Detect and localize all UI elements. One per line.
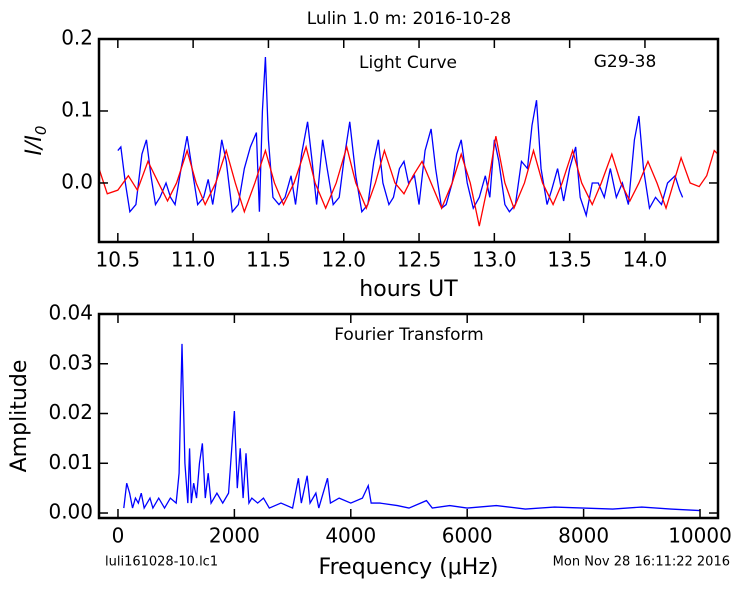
y-tick-label: 0.0 <box>61 169 93 193</box>
data-line <box>117 56 684 218</box>
annotation: G29-38 <box>594 52 657 72</box>
axes-frame <box>97 312 720 520</box>
y-tick-label: 0.02 <box>48 400 93 424</box>
y-tick-label: 0.2 <box>61 26 93 50</box>
x-tick-label: 6000 <box>442 524 493 548</box>
annotation: Fourier Transform <box>334 325 483 345</box>
y-tick-label: 0.00 <box>48 500 93 524</box>
x-tick-label: 11.0 <box>171 248 216 272</box>
y-axis-label: I/I0 <box>22 126 50 156</box>
y-axis-label: Amplitude <box>7 360 32 473</box>
y-axis-label-text: Amplitude <box>7 360 32 473</box>
data-line <box>123 343 701 512</box>
x-axis-label: Frequency (μHz) <box>319 555 499 580</box>
annotation: Light Curve <box>359 53 457 73</box>
y-tick-label: 0.01 <box>48 450 93 474</box>
x-tick-label: 11.5 <box>246 248 291 272</box>
annotation: luli161028-10.lc1 <box>105 555 218 570</box>
x-tick-label: 13.5 <box>547 248 592 272</box>
x-axis-label: hours UT <box>359 277 458 302</box>
data-line <box>99 136 718 227</box>
y-axis-label-sub: 0 <box>32 126 50 136</box>
x-tick-label: 14.0 <box>623 248 668 272</box>
axes-frame <box>97 37 720 244</box>
x-tick-label: 0 <box>112 524 125 548</box>
x-tick-label: 12.5 <box>397 248 442 272</box>
x-tick-label: 8000 <box>558 524 609 548</box>
y-tick-label: 0.1 <box>61 97 93 121</box>
y-axis-label-text: I/I <box>22 135 47 155</box>
x-tick-label: 10.5 <box>96 248 141 272</box>
chart-title: Lulin 1.0 m: 2016-10-28 <box>307 9 512 29</box>
x-tick-label: 13.0 <box>472 248 517 272</box>
y-tick-label: 0.03 <box>48 350 93 374</box>
y-tick-label: 0.04 <box>48 301 93 325</box>
x-tick-label: 12.0 <box>321 248 366 272</box>
x-tick-label: 4000 <box>325 524 376 548</box>
x-tick-label: 2000 <box>209 524 260 548</box>
annotation: Mon Nov 28 16:11:22 2016 <box>553 555 730 570</box>
x-tick-label: 10000 <box>668 524 732 548</box>
